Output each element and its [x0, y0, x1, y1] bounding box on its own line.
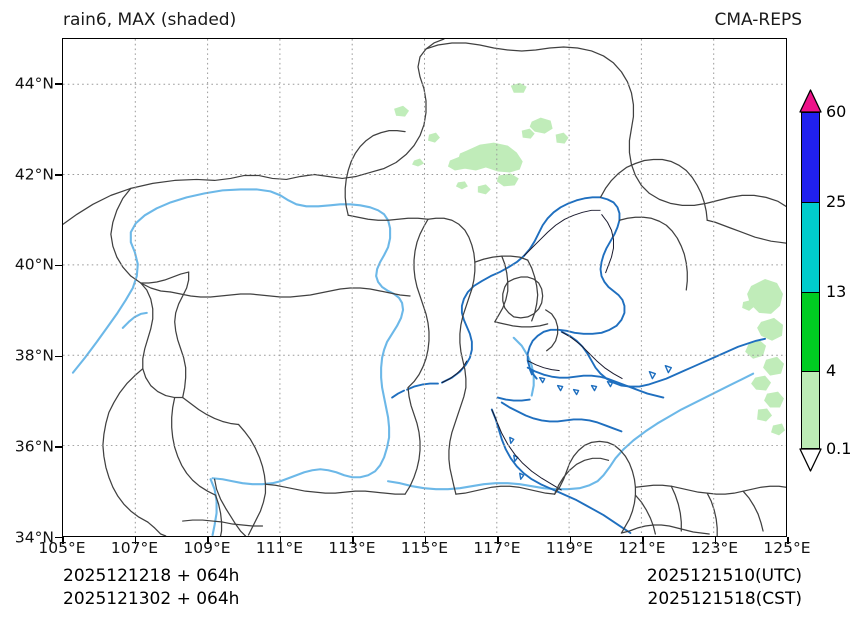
y-tick-mark — [55, 174, 62, 176]
colorbar-label-01: 0.1 — [826, 439, 852, 458]
colorbar-label-4: 4 — [826, 361, 837, 380]
x-tick-mark — [714, 537, 717, 544]
gridline-layer — [63, 39, 786, 536]
y-tick-mark — [55, 536, 62, 539]
init-time-line-2: 2025121302 + 064h — [63, 589, 240, 609]
x-tick-mark — [424, 537, 427, 544]
valid-time-cst: 2025121518(CST) — [647, 589, 802, 609]
x-tick-label-1: 107°E — [110, 539, 159, 557]
x-tick-mark — [134, 537, 137, 544]
y-tick-label-5: 34°N — [14, 528, 54, 546]
x-tick-mark — [207, 537, 209, 544]
x-tick-mark — [642, 537, 644, 544]
x-tick-label-10: 125°E — [763, 539, 811, 557]
x-tick-mark — [352, 537, 354, 544]
colorbar-label-13: 13 — [826, 282, 847, 301]
y-tick-label-0: 44°N — [14, 74, 54, 93]
y-tick-label-2: 40°N — [14, 255, 54, 274]
colorbar-band-4-13 — [801, 292, 820, 371]
x-tick-label-8: 121°E — [618, 539, 666, 557]
y-tick-mark — [55, 264, 62, 267]
x-tick-label-5: 115°E — [400, 539, 449, 557]
precip-shading-layer — [394, 82, 786, 436]
y-tick-label-3: 38°N — [14, 346, 54, 365]
valid-time-utc: 2025121510(UTC) — [646, 566, 802, 586]
map-plot-area — [62, 38, 787, 537]
y-tick-mark — [55, 446, 62, 448]
x-tick-mark — [787, 537, 789, 544]
colorbar-label-25: 25 — [826, 192, 847, 211]
boundary-layer — [63, 39, 786, 536]
x-tick-label-9: 123°E — [690, 539, 739, 557]
colorbar-label-60: 60 — [826, 102, 847, 121]
colorbar-band-25-60 — [801, 112, 820, 202]
y-tick-mark — [55, 355, 62, 358]
colorbar-band-13-25 — [801, 202, 820, 292]
x-tick-mark — [62, 537, 64, 544]
init-time-line-1: 2025121218 + 064h — [63, 566, 240, 586]
colorbar-band-01-4 — [801, 371, 820, 449]
x-tick-label-6: 117°E — [473, 539, 521, 557]
x-tick-mark — [569, 537, 572, 544]
x-tick-label-7: 119°E — [545, 539, 594, 557]
colorbar-over-arrow — [799, 89, 822, 113]
coast-detail-layer — [441, 209, 623, 491]
coastline-layer — [391, 196, 767, 534]
y-tick-label-1: 42°N — [14, 165, 54, 184]
x-tick-label-2: 109°E — [183, 539, 231, 557]
model-label: CMA-REPS — [714, 10, 802, 30]
x-tick-label-3: 111°E — [255, 539, 304, 557]
x-tick-mark — [497, 537, 499, 544]
colorbar[interactable] — [801, 112, 820, 449]
x-tick-label-4: 113°E — [328, 539, 376, 557]
chart-title: rain6, MAX (shaded) — [63, 10, 237, 30]
y-tick-label-4: 36°N — [14, 437, 54, 456]
y-tick-mark — [55, 83, 62, 85]
map-canvas — [63, 39, 786, 536]
colorbar-under-arrow — [799, 448, 822, 472]
x-tick-label-0: 105°E — [38, 539, 86, 557]
x-tick-mark — [279, 537, 282, 544]
river-layer — [71, 188, 755, 536]
